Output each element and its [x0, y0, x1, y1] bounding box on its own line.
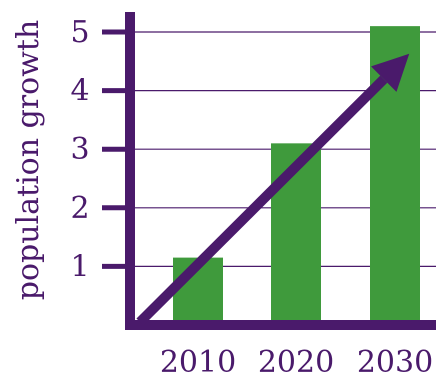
x-tick-label-2030: 2030 [357, 345, 433, 380]
y-tick-label-2: 2 [70, 191, 89, 226]
y-tick-label-3: 3 [70, 132, 89, 167]
y-tick-label-1: 1 [70, 249, 89, 284]
trend-arrow-shaft [136, 75, 388, 326]
trend-arrow-head [371, 53, 410, 92]
x-tick-labels: 2010 2020 2030 [160, 345, 433, 380]
trend-arrow [136, 53, 410, 326]
bars [173, 26, 420, 325]
y-ticks: 1 2 3 4 5 [70, 15, 130, 284]
y-tick-label-5: 5 [70, 15, 89, 50]
x-tick-label-2010: 2010 [160, 345, 236, 380]
axes [125, 12, 436, 330]
x-tick-label-2020: 2020 [258, 345, 334, 380]
y-tick-label-4: 4 [70, 74, 89, 109]
y-axis-title: population growth [11, 20, 46, 301]
